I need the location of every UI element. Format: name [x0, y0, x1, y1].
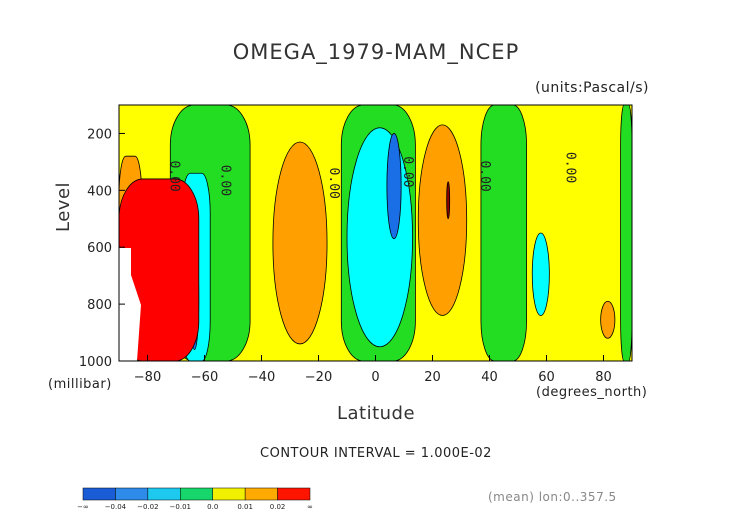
- x-tick-label: 60: [538, 370, 555, 385]
- colorbar-swatch: [212, 487, 246, 501]
- contour-region: [600, 300, 616, 339]
- colorbar-label: −∞: [77, 503, 89, 511]
- y-axis-label: Level: [53, 181, 74, 232]
- x-axis-unit: (degrees_north): [536, 385, 648, 400]
- colorbar-swatch: [147, 487, 181, 501]
- colorbar-swatch: [180, 487, 213, 501]
- contour-label: 0.00: [218, 165, 233, 196]
- colorbar-label: ∞: [307, 503, 313, 511]
- y-axis-unit: (millibar): [48, 377, 112, 392]
- x-tick-label: 20: [424, 370, 441, 385]
- colorbar-label: −0.01: [170, 503, 191, 511]
- mean-label: (mean) lon:0..357.5: [488, 490, 617, 504]
- contour-labels: 0.00 0.00 0.00 0.00 0.00 0.00: [166, 152, 577, 199]
- contour-region: [620, 105, 632, 361]
- y-tick-label: 600: [87, 241, 112, 256]
- contour-region: [480, 105, 527, 361]
- contour-region: [417, 124, 468, 316]
- contour-label: 0.00: [166, 160, 181, 191]
- missing-data-area: [119, 248, 141, 361]
- colorbar-label: 0.01: [237, 503, 253, 511]
- colorbar-label: 0.02: [270, 503, 286, 511]
- colorbar-swatch: [244, 487, 278, 501]
- units-label: (units:Pascal/s): [535, 80, 649, 96]
- colorbar-swatch: [115, 487, 149, 501]
- contour-label: 0.00: [562, 152, 577, 183]
- y-tick-label: 1000: [79, 355, 112, 370]
- chart-title: OMEGA_1979-MAM_NCEP: [232, 40, 520, 64]
- x-axis: −80 −60 −40 −20 0 20 40 60 80: [134, 355, 612, 385]
- y-axis: 200 400 600 800 1000: [79, 127, 125, 370]
- colorbar-label: −0.04: [105, 503, 127, 511]
- x-axis-label: Latitude: [336, 403, 416, 424]
- colorbar: −∞ −0.04 −0.02 −0.01 0.0 0.01 0.02 ∞: [77, 487, 313, 511]
- colorbar-swatch: [277, 487, 311, 501]
- x-tick-label: −60: [191, 370, 218, 385]
- contour-region: [386, 133, 402, 240]
- x-tick-label: −80: [134, 370, 161, 385]
- contour-region: [531, 232, 550, 316]
- y-tick-label: 200: [87, 127, 112, 142]
- x-tick-label: 0: [371, 370, 379, 385]
- contour-region: [272, 141, 328, 345]
- x-tick-label: 40: [481, 370, 498, 385]
- contour-region: [446, 181, 451, 220]
- x-tick-label: −40: [248, 370, 275, 385]
- colorbar-swatch: [82, 487, 116, 501]
- contour-label: 0.00: [326, 168, 341, 199]
- contour-label: 0.00: [400, 156, 415, 187]
- contour-label: 0.00: [477, 160, 492, 191]
- contour-interval-label: CONTOUR INTERVAL = 1.000E-02: [260, 446, 492, 461]
- x-tick-label: 80: [595, 370, 612, 385]
- x-tick-label: −20: [305, 370, 332, 385]
- y-tick-label: 400: [87, 184, 112, 199]
- colorbar-label: −0.02: [137, 503, 158, 511]
- y-tick-label: 800: [87, 298, 112, 313]
- contour-fills: [119, 105, 632, 361]
- colorbar-label: 0.0: [207, 503, 218, 511]
